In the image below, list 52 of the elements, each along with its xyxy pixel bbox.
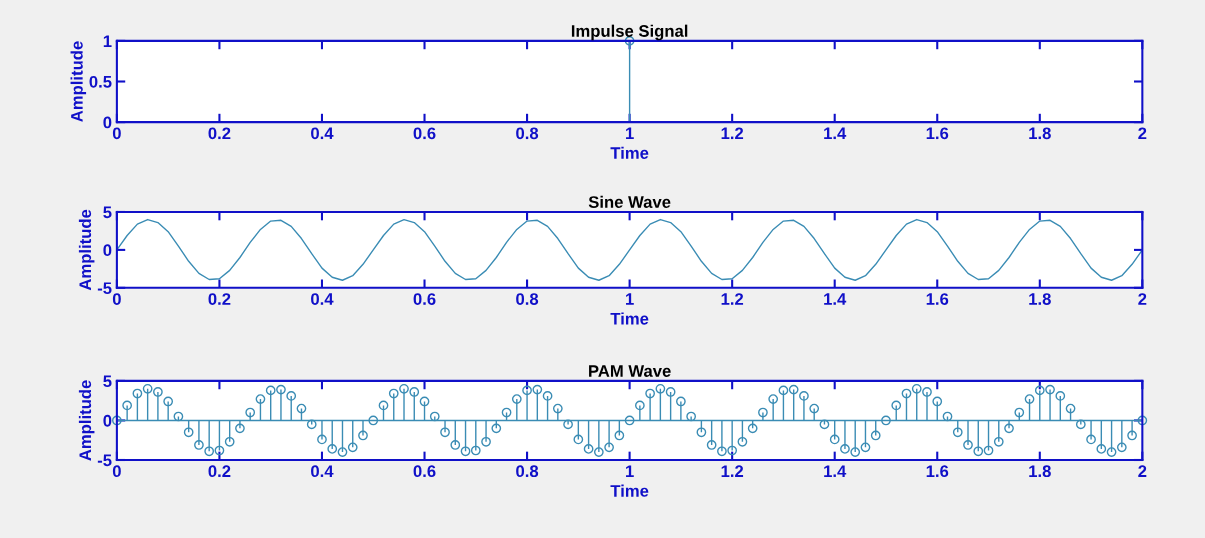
- y-axis-title: Amplitude: [70, 41, 87, 122]
- x-tick-label: 0.6: [413, 465, 436, 478]
- y-tick-label: 5: [103, 206, 112, 219]
- x-tick-label: 0.4: [311, 127, 334, 140]
- x-tick-label: 2: [1138, 465, 1147, 477]
- y-tick-label: 0: [103, 414, 112, 427]
- x-tick-label: 1: [626, 293, 634, 305]
- x-tick-label: 0.2: [208, 127, 231, 140]
- chart-title: Impulse Signal: [571, 24, 688, 41]
- x-tick-label: 1.4: [824, 127, 847, 140]
- x-axis-title: Time: [610, 484, 649, 497]
- y-axis-title: Amplitude: [78, 209, 95, 291]
- x-tick-label: 0.4: [311, 465, 334, 478]
- y-tick-label: 5: [103, 375, 112, 388]
- x-tick-label: 1.6: [926, 127, 949, 140]
- x-tick-label: 0.2: [208, 293, 231, 305]
- x-tick-label: 1.6: [926, 465, 949, 478]
- x-tick-label: 0.8: [516, 293, 539, 305]
- x-tick-label: 0: [112, 465, 121, 478]
- x-tick-label: 0.2: [208, 465, 231, 478]
- x-tick-label: 0.8: [516, 465, 539, 478]
- x-tick-label: 1.2: [721, 127, 744, 140]
- y-tick-label: -5: [97, 454, 112, 467]
- x-tick-label: 1.8: [1029, 465, 1051, 478]
- chart-title: Sine Wave: [588, 195, 671, 208]
- x-axis-title: Time: [610, 312, 649, 325]
- x-axis-title: Time: [610, 146, 649, 159]
- y-tick-label: 0: [103, 116, 112, 129]
- x-tick-label: 1.8: [1029, 127, 1051, 140]
- y-tick-label: 1: [103, 35, 112, 47]
- x-tick-label: 1: [626, 465, 634, 477]
- y-tick-label: -5: [97, 282, 112, 295]
- x-tick-label: 0.4: [311, 293, 334, 305]
- x-tick-label: 1: [626, 127, 634, 140]
- x-tick-label: 1.2: [721, 465, 744, 477]
- x-tick-label: 1.4: [824, 465, 847, 477]
- x-tick-label: 0.6: [413, 293, 436, 305]
- y-tick-label: 0.5: [89, 75, 112, 88]
- x-tick-label: 1.4: [824, 293, 847, 305]
- x-tick-label: 1.8: [1029, 293, 1051, 305]
- x-tick-label: 0.8: [516, 127, 539, 140]
- x-tick-label: 0.6: [413, 127, 436, 140]
- x-tick-label: 2: [1138, 293, 1147, 305]
- x-tick-label: 0: [112, 293, 121, 305]
- y-tick-label: 0: [103, 244, 112, 257]
- x-tick-label: 0: [112, 127, 121, 140]
- y-axis-title: Amplitude: [78, 380, 95, 461]
- x-tick-label: 1.2: [721, 293, 744, 305]
- line-series: [116, 218, 1143, 281]
- x-tick-label: 1.6: [926, 293, 949, 305]
- x-tick-label: 2: [1138, 127, 1147, 140]
- chart-title: PAM Wave: [589, 365, 671, 377]
